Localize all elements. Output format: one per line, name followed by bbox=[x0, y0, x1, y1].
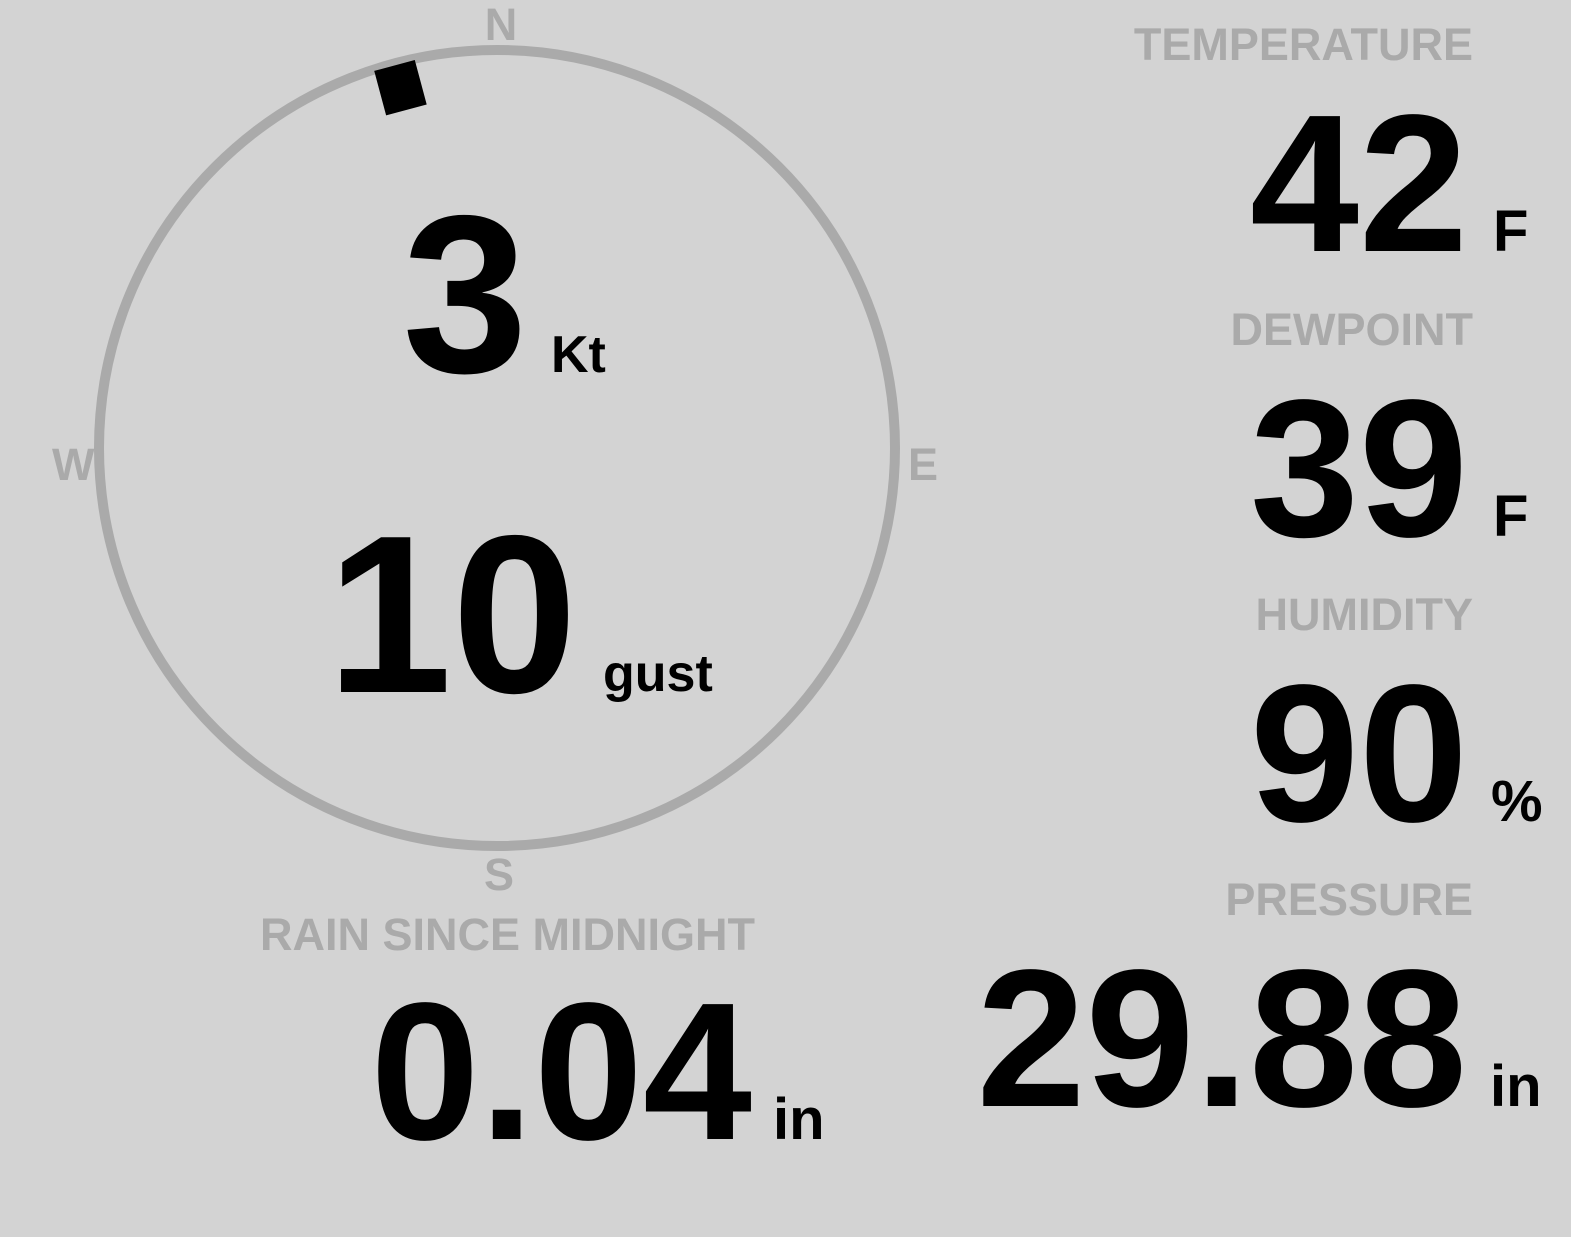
wind-gust-value: 10 bbox=[326, 488, 578, 740]
wind-speed-value: 3 bbox=[402, 168, 528, 420]
rain-label: RAIN SINCE MIDNIGHT bbox=[260, 909, 755, 960]
humidity-label: HUMIDITY bbox=[1255, 589, 1474, 640]
wind-direction-marker bbox=[374, 60, 427, 116]
compass-west: W bbox=[52, 439, 95, 490]
dewpoint-unit: F bbox=[1493, 484, 1529, 549]
rain-value: 0.04 bbox=[370, 962, 752, 1181]
compass-south: S bbox=[483, 849, 515, 900]
pressure-unit: in bbox=[1490, 1054, 1542, 1119]
temperature-unit: F bbox=[1493, 199, 1529, 264]
temperature-label: TEMPERATURE bbox=[1133, 19, 1473, 70]
wind-speed-unit: Kt bbox=[551, 326, 606, 384]
pressure-label: PRESSURE bbox=[1225, 874, 1473, 925]
humidity-unit: % bbox=[1491, 769, 1543, 834]
compass-east: E bbox=[908, 439, 939, 490]
pressure-value: 29.88 bbox=[976, 929, 1467, 1148]
compass-ring bbox=[94, 45, 900, 851]
compass-north: N bbox=[484, 0, 518, 50]
dewpoint-value: 39 bbox=[1249, 359, 1468, 578]
wind-gust-unit: gust bbox=[603, 645, 713, 703]
rain-unit: in bbox=[773, 1087, 825, 1152]
temperature-value: 42 bbox=[1249, 74, 1468, 293]
humidity-value: 90 bbox=[1249, 644, 1468, 863]
dewpoint-label: DEWPOINT bbox=[1230, 304, 1474, 355]
